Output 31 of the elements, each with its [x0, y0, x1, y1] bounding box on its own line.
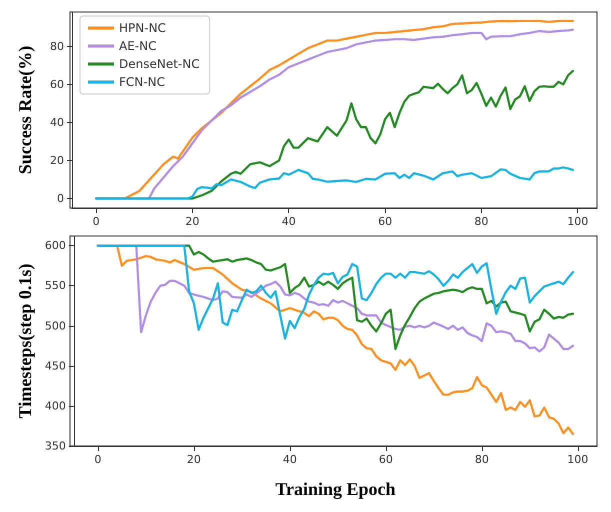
y-tick-label: 80 — [50, 40, 64, 53]
x-tick-label: 80 — [474, 215, 488, 228]
x-tick-label: 100 — [567, 453, 588, 466]
y-tick-label: 60 — [50, 78, 64, 91]
y-tick-label: 550 — [44, 279, 66, 292]
line-series — [94, 166, 574, 200]
legend-label: FCN-NC — [119, 75, 165, 89]
x-axis-title: Training Epoch — [275, 479, 396, 499]
y-tick-label: 450 — [44, 359, 66, 372]
y-axis-title: Timesteps(step 0.1s) — [15, 264, 35, 418]
legend-label: DenseNet-NC — [119, 57, 200, 71]
x-tick-label: 40 — [282, 215, 296, 228]
y-tick-label: 40 — [50, 116, 64, 129]
x-tick-label: 40 — [282, 453, 297, 466]
legend-label: AE-NC — [119, 39, 156, 53]
legend-label: HPN-NC — [119, 21, 166, 35]
x-tick-label: 0 — [94, 453, 102, 466]
y-tick-label: 600 — [44, 239, 66, 252]
y-tick-label: 20 — [50, 154, 64, 167]
y-axis-title: Success Rate(%) — [15, 46, 35, 174]
x-tick-label: 0 — [92, 215, 100, 228]
x-tick-label: 20 — [185, 215, 200, 228]
x-tick-label: 60 — [378, 453, 393, 466]
x-tick-label: 100 — [567, 215, 588, 228]
x-tick-label: 60 — [378, 215, 392, 228]
x-tick-label: 20 — [186, 453, 201, 466]
y-tick-label: 0 — [57, 192, 64, 205]
x-tick-label: 80 — [474, 453, 489, 466]
y-tick-label: 500 — [44, 319, 66, 332]
y-tick-label: 350 — [44, 440, 66, 452]
y-tick-label: 400 — [44, 399, 66, 412]
